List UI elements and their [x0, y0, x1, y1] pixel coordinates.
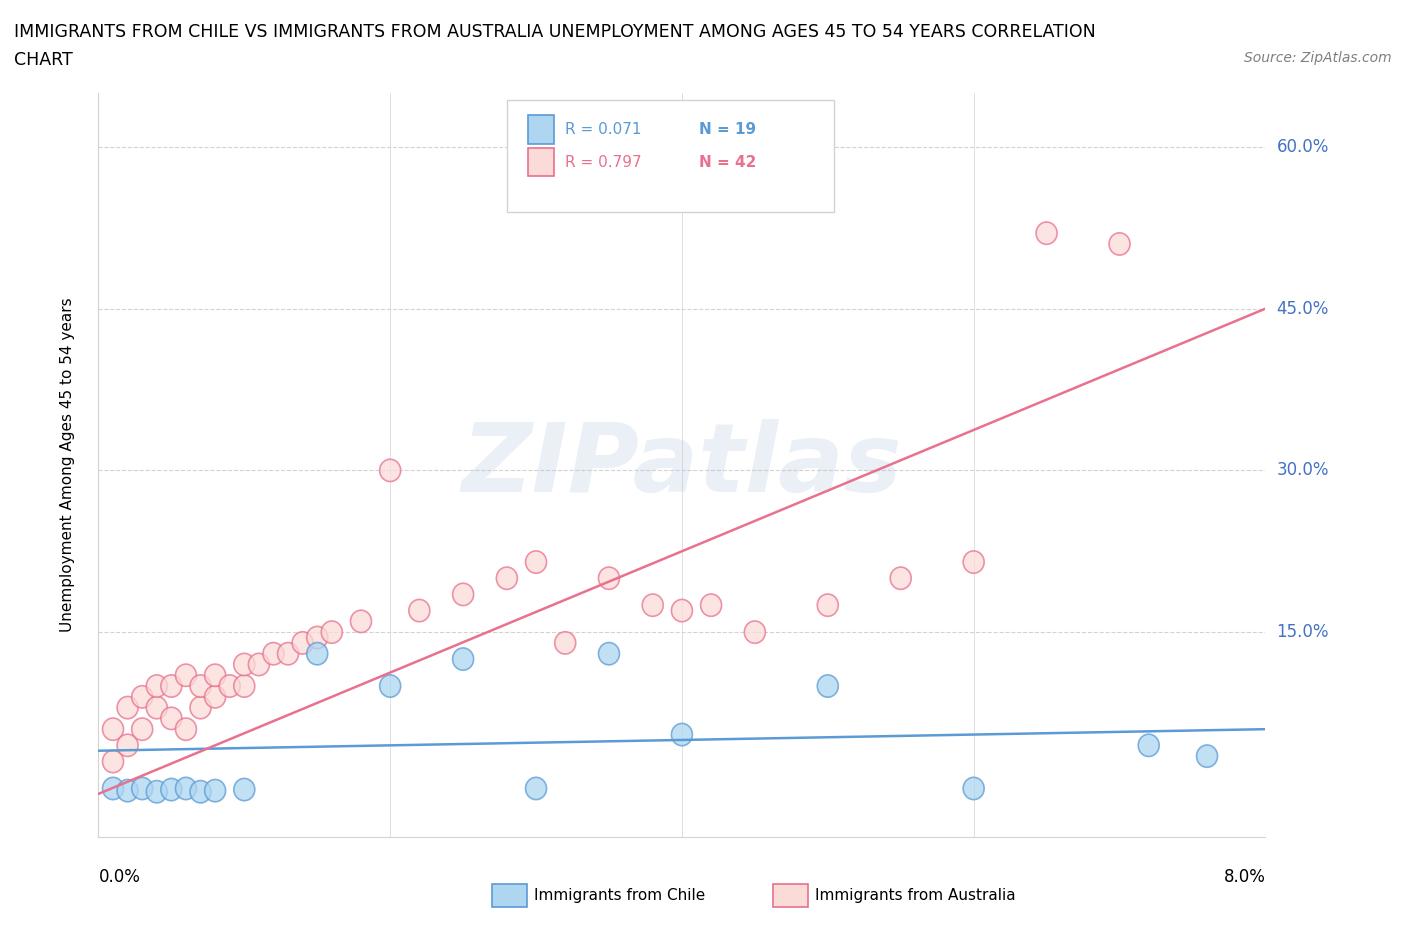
Text: Source: ZipAtlas.com: Source: ZipAtlas.com	[1244, 51, 1392, 65]
Ellipse shape	[526, 777, 547, 800]
Y-axis label: Unemployment Among Ages 45 to 54 years: Unemployment Among Ages 45 to 54 years	[60, 298, 75, 632]
Ellipse shape	[380, 675, 401, 698]
Text: 30.0%: 30.0%	[1277, 461, 1329, 479]
Ellipse shape	[277, 643, 298, 665]
Text: R = 0.071: R = 0.071	[565, 122, 641, 137]
Ellipse shape	[555, 631, 575, 654]
Ellipse shape	[963, 777, 984, 800]
Ellipse shape	[409, 600, 430, 622]
Ellipse shape	[132, 685, 153, 708]
Ellipse shape	[146, 697, 167, 719]
Ellipse shape	[205, 779, 225, 802]
Ellipse shape	[307, 627, 328, 649]
Ellipse shape	[176, 718, 197, 740]
Ellipse shape	[233, 653, 254, 675]
Ellipse shape	[190, 697, 211, 719]
Ellipse shape	[890, 567, 911, 590]
Ellipse shape	[526, 551, 547, 573]
FancyBboxPatch shape	[527, 115, 554, 143]
Ellipse shape	[1197, 745, 1218, 767]
Text: N = 19: N = 19	[699, 122, 756, 137]
Ellipse shape	[350, 610, 371, 632]
Ellipse shape	[146, 780, 167, 803]
Ellipse shape	[1139, 734, 1159, 756]
Ellipse shape	[160, 675, 181, 698]
Text: R = 0.797: R = 0.797	[565, 154, 641, 169]
Ellipse shape	[1036, 222, 1057, 245]
Text: N = 42: N = 42	[699, 154, 756, 169]
Ellipse shape	[160, 707, 181, 729]
Ellipse shape	[176, 664, 197, 686]
Ellipse shape	[963, 551, 984, 573]
Ellipse shape	[205, 685, 225, 708]
Ellipse shape	[380, 459, 401, 482]
Ellipse shape	[190, 780, 211, 803]
FancyBboxPatch shape	[527, 148, 554, 177]
Ellipse shape	[160, 778, 181, 801]
Ellipse shape	[307, 643, 328, 665]
Ellipse shape	[117, 779, 138, 802]
Ellipse shape	[233, 675, 254, 698]
Ellipse shape	[496, 567, 517, 590]
Text: 15.0%: 15.0%	[1277, 623, 1329, 641]
Ellipse shape	[249, 653, 270, 675]
Ellipse shape	[103, 751, 124, 773]
Ellipse shape	[132, 718, 153, 740]
Ellipse shape	[205, 664, 225, 686]
Ellipse shape	[263, 643, 284, 665]
Ellipse shape	[146, 675, 167, 698]
Ellipse shape	[817, 675, 838, 698]
Ellipse shape	[453, 648, 474, 671]
Text: 45.0%: 45.0%	[1277, 299, 1329, 318]
Ellipse shape	[117, 734, 138, 756]
Ellipse shape	[744, 621, 765, 644]
Ellipse shape	[132, 777, 153, 800]
Ellipse shape	[219, 675, 240, 698]
Ellipse shape	[599, 643, 620, 665]
Text: IMMIGRANTS FROM CHILE VS IMMIGRANTS FROM AUSTRALIA UNEMPLOYMENT AMONG AGES 45 TO: IMMIGRANTS FROM CHILE VS IMMIGRANTS FROM…	[14, 23, 1095, 41]
Text: CHART: CHART	[14, 51, 73, 69]
Ellipse shape	[599, 567, 620, 590]
Text: Immigrants from Australia: Immigrants from Australia	[815, 888, 1017, 903]
Ellipse shape	[292, 631, 314, 654]
Ellipse shape	[1109, 232, 1130, 255]
Text: 8.0%: 8.0%	[1223, 868, 1265, 885]
Text: 60.0%: 60.0%	[1277, 138, 1329, 156]
Text: Immigrants from Chile: Immigrants from Chile	[534, 888, 706, 903]
Ellipse shape	[176, 777, 197, 800]
Ellipse shape	[103, 718, 124, 740]
Ellipse shape	[190, 675, 211, 698]
Ellipse shape	[700, 594, 721, 617]
Ellipse shape	[103, 777, 124, 800]
Ellipse shape	[117, 697, 138, 719]
Ellipse shape	[322, 621, 342, 644]
Text: 0.0%: 0.0%	[98, 868, 141, 885]
Ellipse shape	[672, 600, 692, 622]
Ellipse shape	[453, 583, 474, 605]
Ellipse shape	[643, 594, 664, 617]
Text: ZIPatlas: ZIPatlas	[461, 418, 903, 512]
FancyBboxPatch shape	[508, 100, 834, 212]
Ellipse shape	[817, 594, 838, 617]
Ellipse shape	[233, 778, 254, 801]
Ellipse shape	[672, 724, 692, 746]
